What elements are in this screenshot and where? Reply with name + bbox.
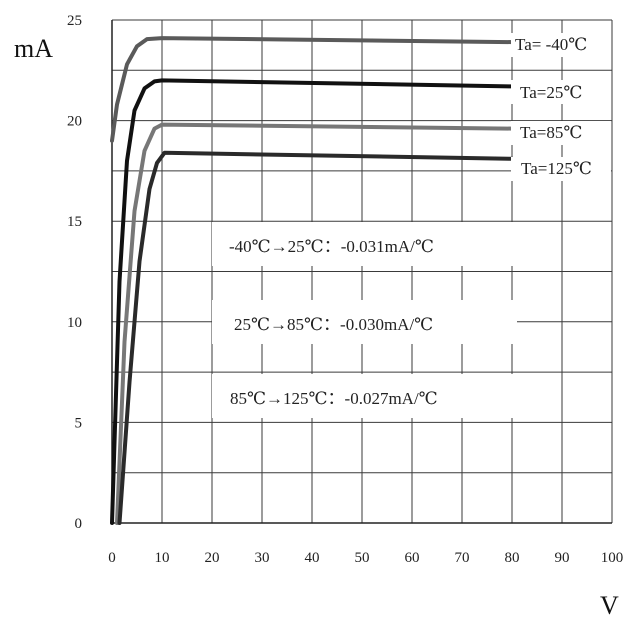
- x-tick-label: 90: [555, 550, 570, 566]
- x-tick-label: 20: [205, 550, 220, 566]
- annotation-text: 25℃→85℃：-0.030mA/℃: [234, 315, 433, 334]
- x-tick-label: 10: [155, 550, 170, 566]
- series-label: Ta=25℃: [520, 83, 582, 102]
- series-label-box: [511, 80, 611, 104]
- x-tick-label: 100: [601, 550, 624, 566]
- x-tick-label: 30: [255, 550, 270, 566]
- y-tick-label: 25: [67, 13, 82, 29]
- series-labels: Ta= -40℃ Ta=25℃ Ta=85℃ Ta=125℃: [511, 33, 611, 181]
- series-label: Ta=125℃: [521, 159, 592, 178]
- x-tick-label: 70: [455, 550, 470, 566]
- series-curve-2: [115, 122, 514, 525]
- series-label-box: [511, 121, 611, 145]
- y-tick-label: 0: [75, 516, 83, 532]
- x-tick-label: 0: [108, 550, 116, 566]
- annotation-box: [212, 374, 517, 418]
- series-label-box: [511, 33, 611, 57]
- x-tick-label: 80: [505, 550, 520, 566]
- series-curve-3: [117, 150, 514, 525]
- annotation-box: [212, 222, 517, 266]
- annotation-box: [212, 300, 517, 344]
- y-tick-label: 10: [67, 315, 82, 331]
- series-label: Ta= -40℃: [515, 35, 587, 54]
- tick-labels: 0 10 20 30 40 50 60 70 80 90 100 0 5 10 15 20 25: [67, 13, 623, 566]
- y-tick-label: 20: [67, 114, 82, 130]
- series-label: Ta=85℃: [520, 123, 582, 142]
- x-tick-label: 50: [355, 550, 370, 566]
- y-tick-label: 5: [75, 415, 83, 431]
- x-axis-label: V: [600, 591, 619, 620]
- annotation-boxes: -40℃→25℃：-0.031mA/℃ 25℃→85℃：-0.030mA/℃ 85℃…: [212, 222, 517, 418]
- grid-lines: [111, 19, 613, 524]
- series-curves: [110, 36, 514, 525]
- annotation-text: -40℃→25℃：-0.031mA/℃: [229, 237, 434, 256]
- y-tick-label: 15: [67, 214, 82, 230]
- y-axis-label: mA: [14, 34, 53, 63]
- x-tick-label: 60: [405, 550, 420, 566]
- series-label-box: [511, 157, 611, 181]
- annotation-text: 85℃→125℃：-0.027mA/℃: [230, 389, 438, 408]
- series-curve-0: [110, 36, 514, 143]
- x-tick-label: 40: [305, 550, 320, 566]
- series-curve-1: [110, 78, 514, 525]
